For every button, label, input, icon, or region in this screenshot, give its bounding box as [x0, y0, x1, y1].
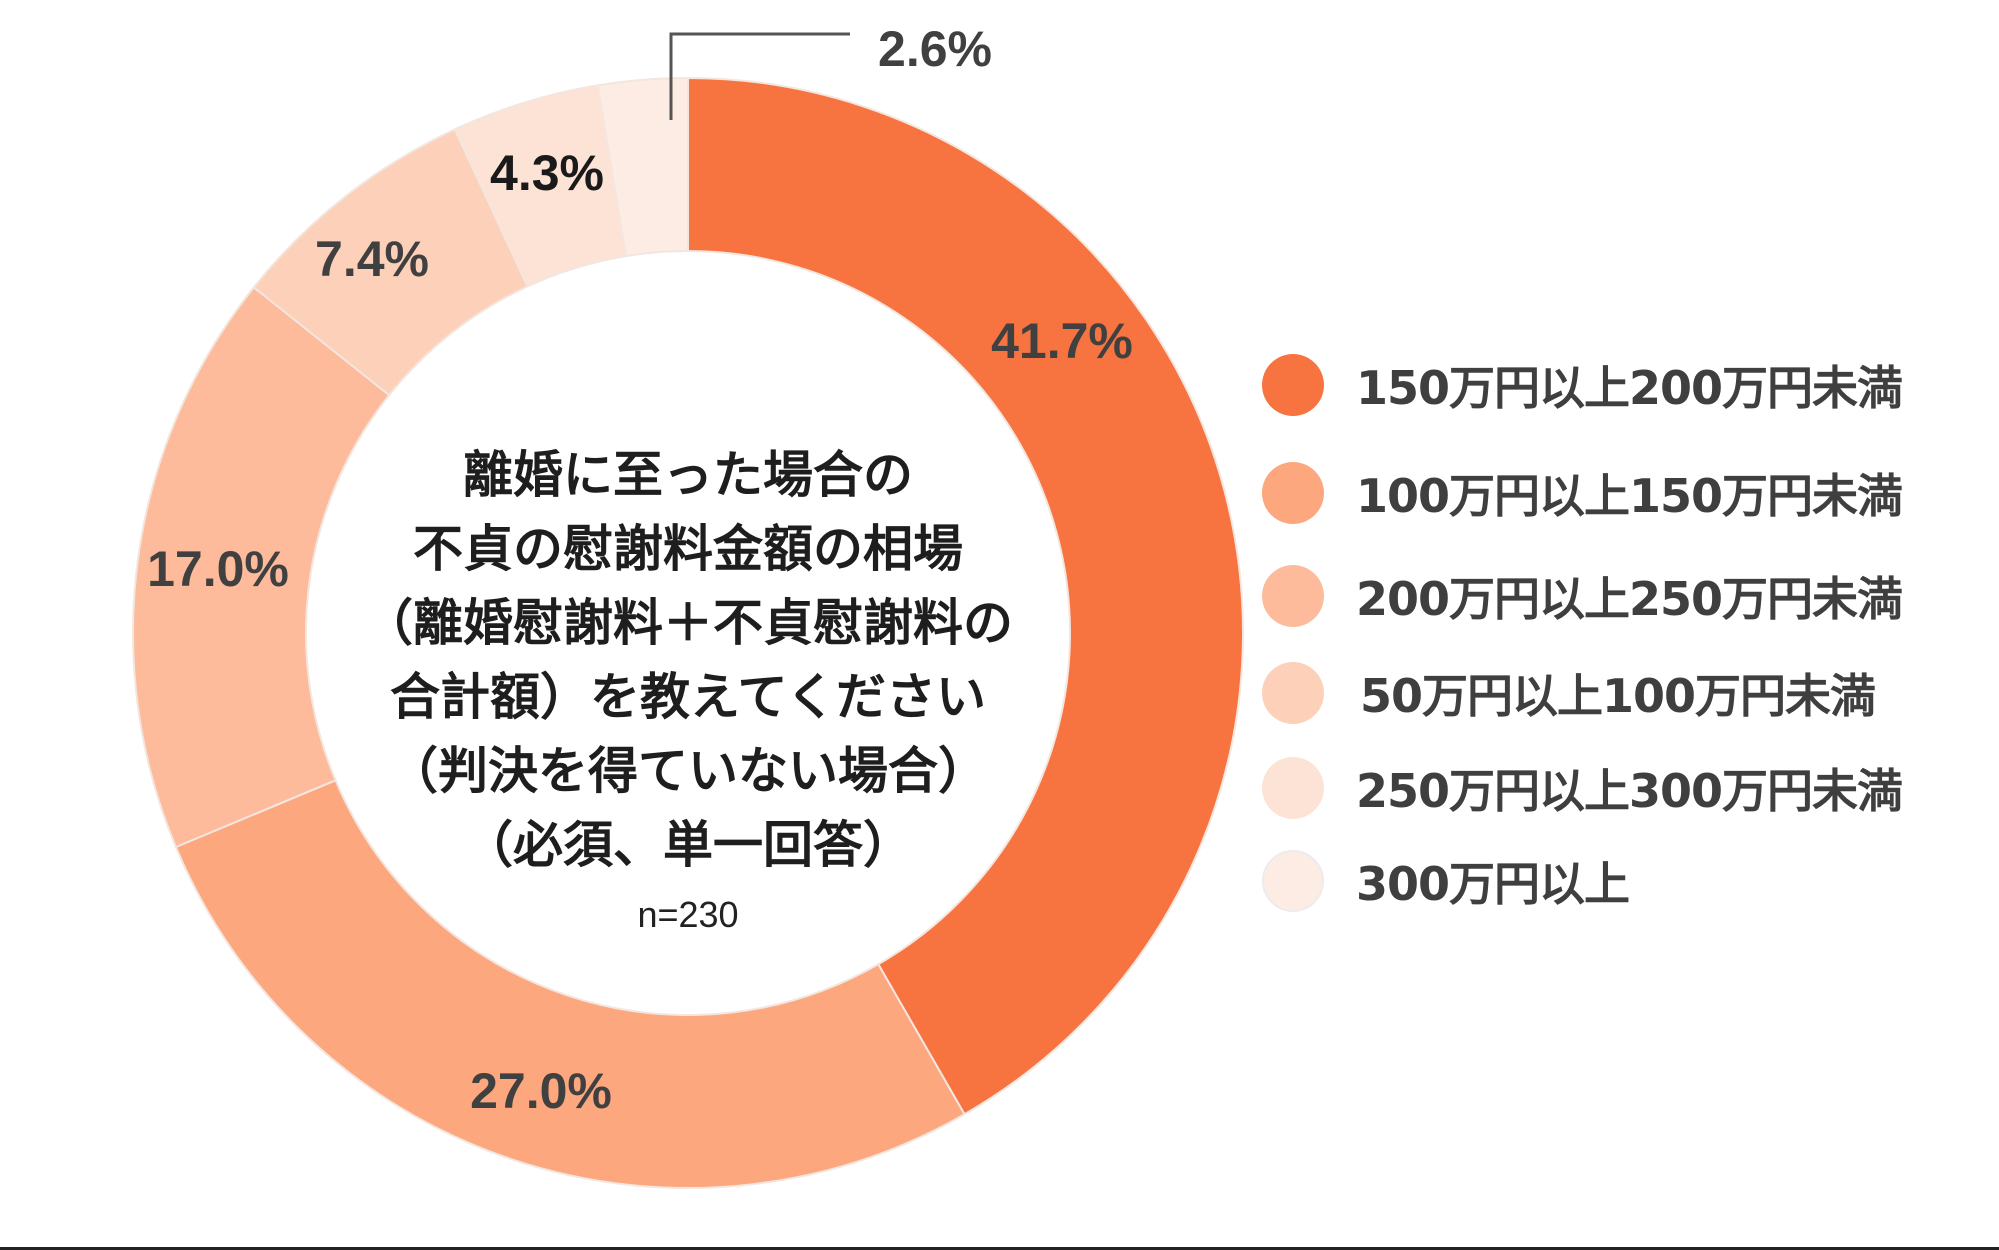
title-line: 不貞の慰謝料金額の相場 — [413, 520, 963, 578]
legend-swatch-icon — [1262, 565, 1324, 627]
donut-segment — [596, 76, 689, 258]
legend-swatch-icon — [1262, 354, 1324, 416]
legend-item: 150万円以上200万円未満 — [1262, 350, 1903, 420]
legend-label: 250万円以上300万円未満 — [1356, 764, 1903, 818]
legend-label: 200万円以上250万円未満 — [1356, 572, 1903, 626]
legend-item: 50万円以上100万円未満 — [1262, 658, 1876, 728]
title-line: （離婚慰謝料＋不貞慰謝料の — [363, 594, 1013, 652]
legend-item: 200万円以上250万円未満 — [1262, 561, 1903, 631]
legend-item: 300万円以上 — [1262, 846, 1630, 916]
donut-segment — [687, 76, 1244, 1116]
donut-segment — [174, 778, 966, 1189]
pct-label-17-0: 17.0% — [147, 541, 289, 597]
legend-item: 100万円以上150万円未満 — [1262, 458, 1903, 528]
pct-label-41-7: 41.7% — [991, 313, 1133, 369]
legend-swatch-icon — [1262, 662, 1324, 724]
legend-swatch-icon — [1262, 757, 1324, 819]
title-line: 離婚に至った場合の — [463, 446, 913, 504]
donut-segments — [132, 76, 1244, 1189]
leader-line — [669, 32, 850, 120]
title-line: （判決を得ていない場合） — [388, 742, 988, 800]
chart-center-title: 離婚に至った場合の 不貞の慰謝料金額の相場 （離婚慰謝料＋不貞慰謝料の 合計額）… — [298, 438, 1078, 882]
legend-label: 150万円以上200万円未満 — [1356, 361, 1903, 415]
pct-label-2-6: 2.6% — [878, 21, 992, 77]
title-line: （必須、単一回答） — [463, 816, 913, 874]
legend-swatch-icon — [1262, 462, 1324, 524]
legend-item: 250万円以上300万円未満 — [1262, 753, 1903, 823]
donut-segment — [132, 285, 391, 849]
bottom-border — [0, 1247, 1999, 1250]
pct-label-4-3: 4.3% — [490, 145, 604, 201]
legend-swatch-icon — [1262, 850, 1324, 912]
legend-label: 300万円以上 — [1356, 857, 1630, 911]
legend-label: 50万円以上100万円未満 — [1360, 669, 1876, 723]
pct-label-27-0: 27.0% — [470, 1063, 612, 1119]
title-line: 合計額）を教えてください — [390, 668, 986, 726]
legend-label: 100万円以上150万円未満 — [1356, 469, 1903, 523]
pct-label-7-4: 7.4% — [315, 231, 429, 287]
sample-size-label: n=230 — [637, 894, 739, 935]
